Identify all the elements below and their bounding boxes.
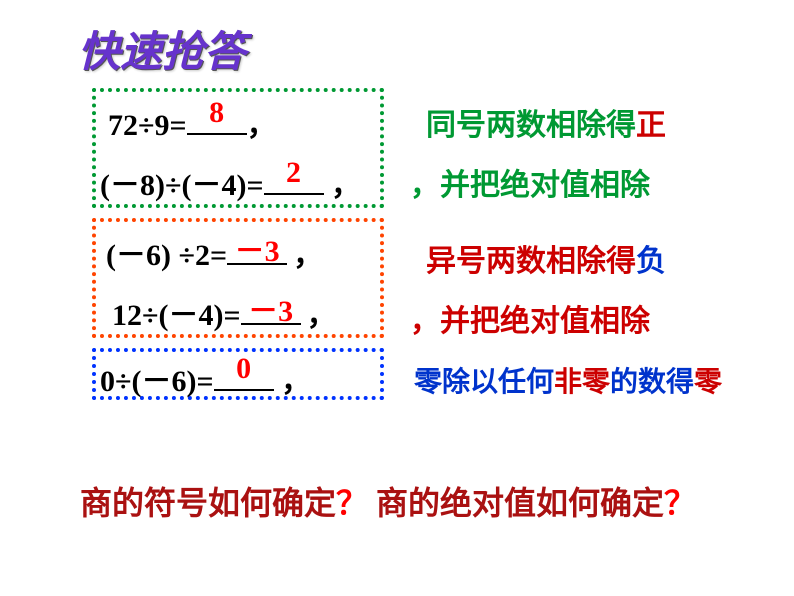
q2-qmark: ？	[664, 485, 696, 521]
eq4-neg: －	[248, 295, 278, 328]
eq5-suffix: ，	[274, 365, 312, 398]
r2a-neg: 负	[636, 245, 666, 278]
bottom-questions: 商的符号如何确定？ 商的绝对值如何确定？	[80, 478, 696, 524]
eq4-suffix: ，	[307, 299, 337, 332]
q1-text: 商的符号如何确定	[80, 485, 336, 521]
eq3-neg: －	[235, 235, 265, 268]
rule-same-sign-2: ，并把绝对值相除	[410, 160, 650, 204]
eq1-answer: 8	[209, 96, 224, 130]
rule-diff-sign-2: ，并把绝对值相除	[410, 296, 650, 340]
rule-zero: 零除以任何非零的数得零	[414, 360, 722, 400]
eq5-p2: 6)=	[171, 365, 213, 398]
rule-diff-sign-1: 异号两数相除得负	[426, 236, 666, 280]
eq4-answer: －3	[248, 286, 293, 330]
title: 快速抢答	[78, 18, 246, 79]
eq2-blank: 2	[264, 162, 324, 195]
equation-4: 12÷(－4)=－3，	[112, 290, 331, 334]
eq3-p1: (	[106, 239, 116, 272]
eq4-num: 3	[278, 295, 293, 328]
eq3-p2: 6) ÷2=	[146, 239, 227, 272]
eq4-p1: 12÷(	[112, 299, 168, 332]
eq5-blank: 0	[214, 358, 274, 391]
eq5-p1: 0÷(	[100, 365, 141, 398]
r1a-pos: 正	[636, 109, 666, 142]
eq4-blank: －3	[241, 292, 301, 325]
r2a-text: 异号两数相除得	[426, 245, 636, 278]
q1-qmark: ？	[336, 485, 368, 521]
r3-p4: 零	[694, 367, 722, 398]
eq5-answer: 0	[236, 352, 251, 386]
minus-icon: －	[191, 169, 221, 202]
r1a-text: 同号两数相除得	[426, 109, 636, 142]
minus-icon: －	[141, 365, 171, 398]
eq3-suffix: ，	[293, 239, 323, 272]
eq1-suffix: ，	[247, 109, 277, 142]
equation-3: (－6) ÷2=－3，	[106, 230, 317, 274]
r3-p1: 零除以任何	[414, 367, 554, 398]
eq3-answer: －3	[235, 226, 280, 270]
eq1-blank: 8	[187, 102, 247, 135]
eq4-p2: 4)=	[198, 299, 240, 332]
eq3-blank: －3	[227, 232, 287, 265]
equation-5: 0÷(－6)=0 ，	[100, 356, 311, 400]
eq2-suffix: ，	[324, 169, 362, 202]
rule-same-sign-1: 同号两数相除得正	[426, 100, 666, 144]
eq2-p3: 4)=	[221, 169, 263, 202]
minus-icon: －	[110, 169, 140, 202]
eq3-num: 3	[265, 235, 280, 268]
minus-icon: －	[116, 239, 146, 272]
equation-2: (－8)÷(－4)=2 ，	[100, 160, 361, 204]
eq2-answer: 2	[286, 156, 301, 190]
equation-1: 72÷9=8，	[108, 100, 277, 144]
r3-p2: 非零	[554, 367, 610, 398]
minus-icon: －	[168, 299, 198, 332]
q2-text: 商的绝对值如何确定	[376, 485, 664, 521]
r3-p3: 的数得	[610, 367, 694, 398]
eq1-expr: 72÷9=	[108, 109, 187, 142]
eq2-p1: (	[100, 169, 110, 202]
eq2-p2: 8)÷(	[140, 169, 191, 202]
